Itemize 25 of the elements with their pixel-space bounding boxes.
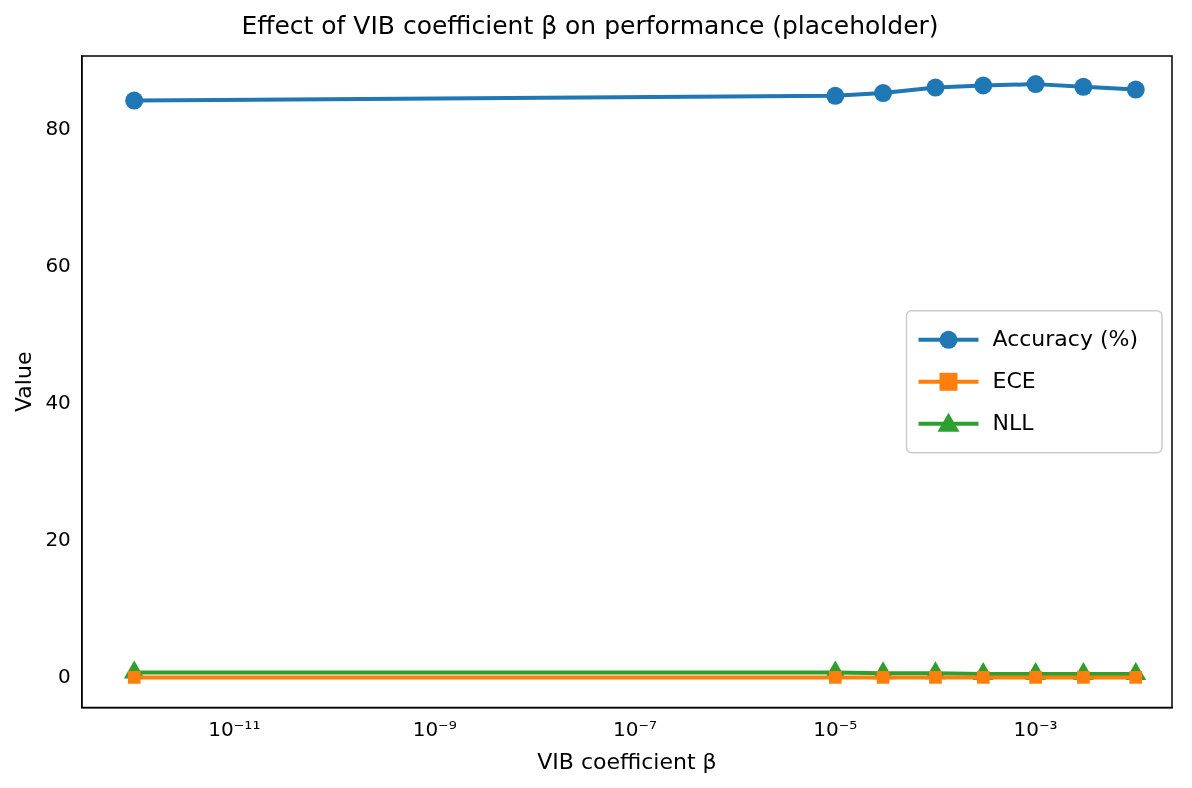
legend-label: Accuracy (%) (992, 325, 1139, 351)
point (874, 84, 893, 103)
point (974, 76, 993, 95)
point (929, 671, 942, 684)
y-tick-label: 20 (45, 527, 71, 552)
x-tick-label: 10⁻⁵ (813, 716, 858, 741)
y-axis-title: Value (10, 351, 36, 413)
x-tick-label: 10⁻⁹ (412, 716, 457, 741)
x-tick-label: 10⁻⁷ (612, 716, 658, 741)
x-axis-title: VIB coefficient β (537, 748, 717, 774)
x-tick-label: 10⁻³ (1013, 716, 1058, 741)
chart-title: Effect of VIB coefficient β on performance (placeholder) (241, 10, 939, 40)
point (828, 671, 842, 684)
y-tick-label: 80 (45, 115, 71, 140)
point (1126, 80, 1145, 99)
legend-label: ECE (992, 367, 1036, 393)
point (926, 78, 945, 97)
point (1026, 75, 1045, 94)
legend-label: NLL (992, 409, 1035, 435)
y-tick-label: 60 (45, 252, 71, 277)
y-tick-label: 0 (58, 664, 71, 689)
point (826, 86, 845, 105)
point (1074, 77, 1093, 96)
x-tick-label: 10⁻¹¹ (208, 716, 261, 741)
y-tick-label: 40 (45, 389, 71, 414)
